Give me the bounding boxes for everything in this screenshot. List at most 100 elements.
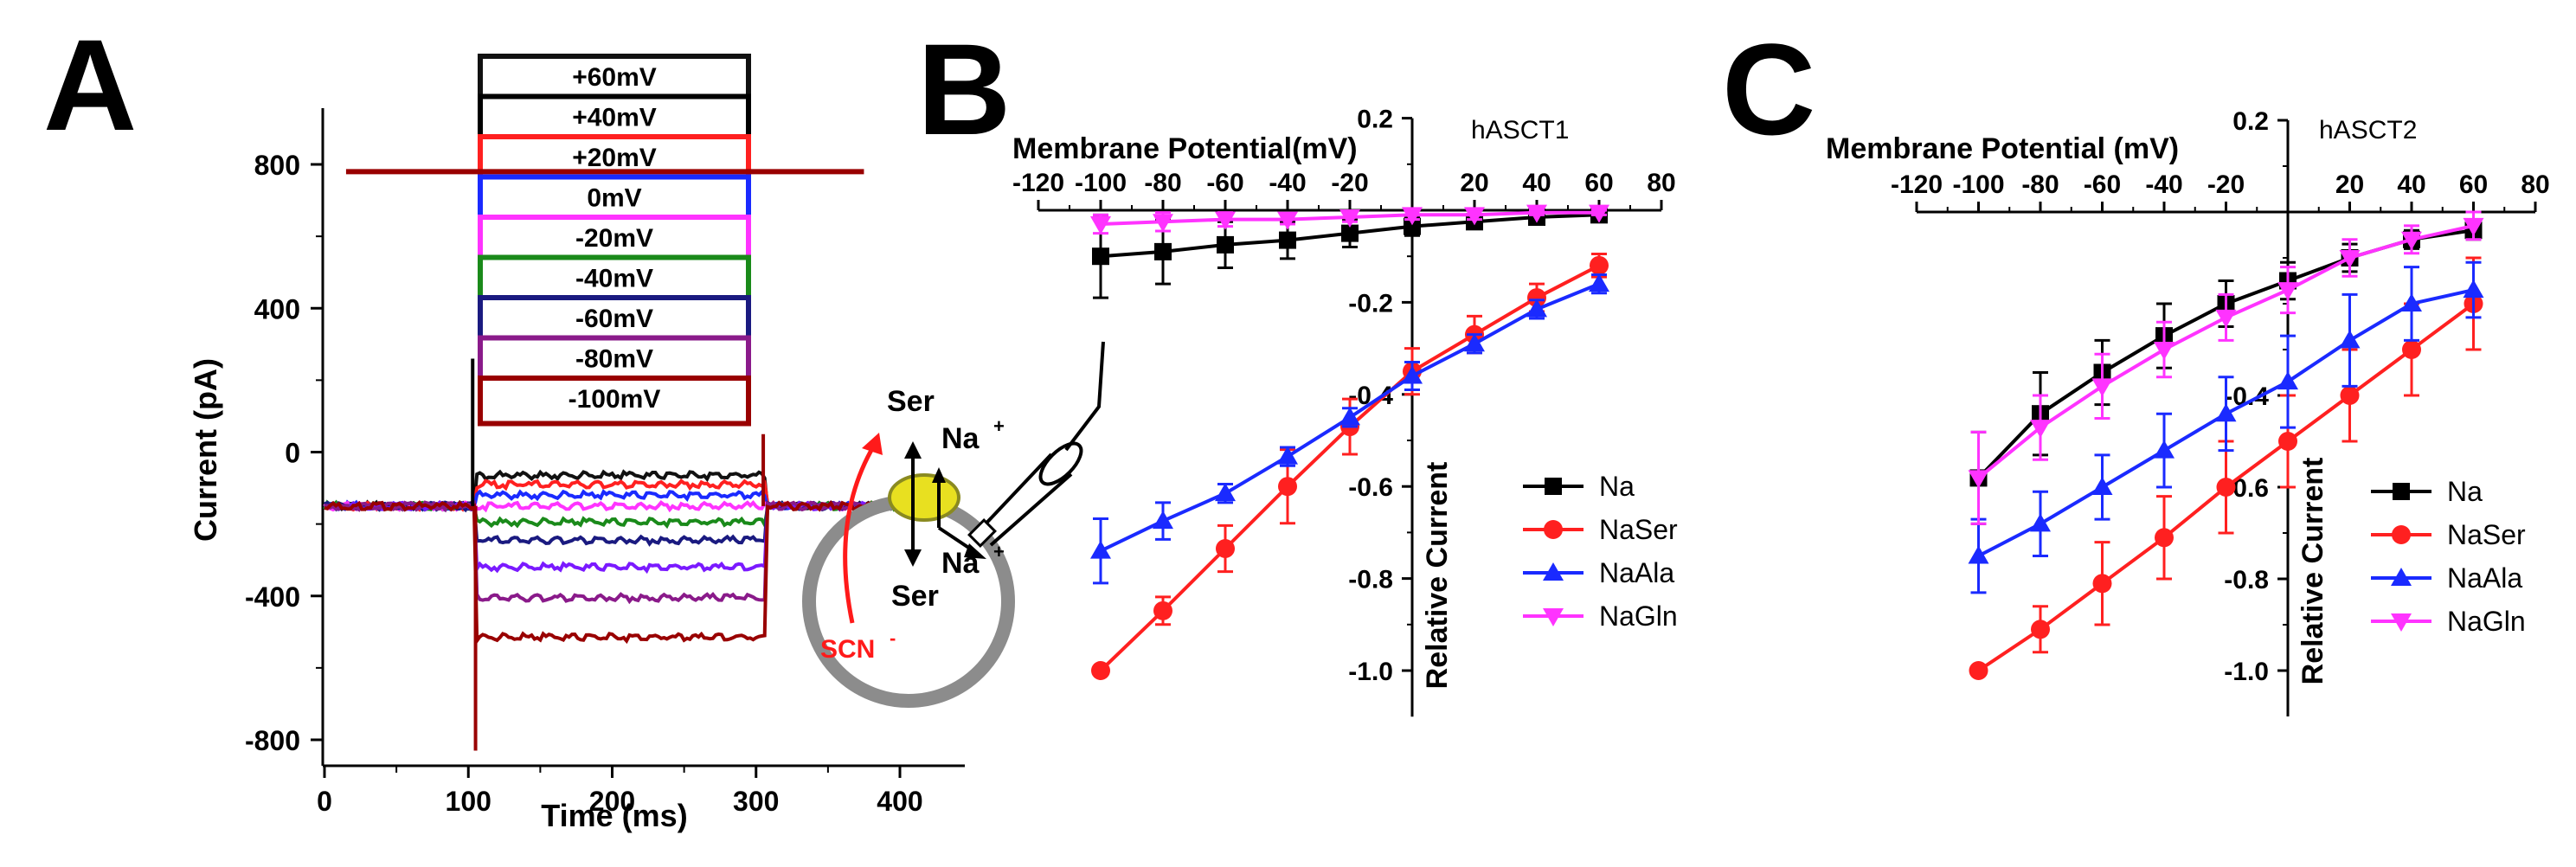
ser-label-top: Ser [887,385,935,418]
data-point [1526,204,1547,223]
x-tick-label-c: -80 [2021,170,2059,199]
x-tick-label-b: -60 [1206,169,1243,197]
y-tick-label-b: -1.0 [1348,658,1393,686]
legend-label: Na [1599,471,1635,502]
protocol-label: -100mV [569,385,661,414]
x-tick-label-c: 40 [2397,170,2425,199]
scn-minus: - [890,627,896,649]
panel-b: B-120 -100 -80 -60 -40 -20 20 40 60 800.2-0.2-0.4… [917,16,1678,717]
data-point [1464,333,1485,352]
y-tick-label-b: 0.2 [1357,106,1393,134]
transporter [888,473,960,522]
legend-label: NaGln [1599,600,1678,632]
data-point [2215,403,2237,422]
pipette-end [1038,441,1083,486]
data-point [1216,539,1235,559]
x-tick-label-a: 200 [589,786,635,817]
na-label-bottom: Na [941,547,980,580]
y-tick-label-b: -0.8 [1348,566,1393,594]
y-tick-label-c: -0.8 [2224,566,2269,594]
na-label-top: Na [941,422,980,455]
y-tick-label-b: -0.6 [1348,473,1393,502]
data-point [1341,224,1359,242]
x-axis-title-a: Time (ms) [541,798,687,833]
legend-label: Na [2447,476,2483,507]
x-tick-label-b: 60 [1584,169,1613,197]
data-point [1969,661,1988,680]
data-point [1968,545,1989,564]
data-point [2401,231,2422,250]
data-point [1277,211,1298,230]
y-axis-title-b: Relative Current [1421,462,1454,690]
pipette-body [976,453,1073,547]
x-tick-label-b: 80 [1647,169,1675,197]
y-tick-label-c: 0.2 [2232,107,2269,136]
x-tick-label-a: 100 [446,786,491,817]
arrow-head [932,467,946,483]
x-tick-label-c: -60 [2084,170,2121,199]
x-tick-label-c: -100 [1952,170,2004,199]
x-tick-label-b: -100 [1075,169,1127,197]
x-axis-title-c: Membrane Potential (mV) [1826,132,2179,165]
data-point [1589,273,1609,292]
data-point [1090,540,1111,559]
x-tick-label-c: 80 [2521,170,2549,199]
panel-label-a: A [43,12,137,157]
scn-arrow [843,444,877,624]
data-point [1404,217,1421,235]
scn-label: SCN [820,635,875,664]
y-tick-label-b: -0.2 [1348,289,1393,318]
ser-label-bottom: Ser [891,580,939,613]
pipette-wire [1064,341,1105,452]
x-tick-label-c: 60 [2459,170,2488,199]
data-point [1091,661,1110,680]
data-point [2091,378,2113,397]
current-trace [324,499,901,646]
legend-label: NaGln [2447,606,2526,637]
y-axis-title-c: Relative Current [2297,458,2329,685]
data-point [2391,613,2412,632]
data-point [2030,420,2051,439]
data-point [2154,342,2175,360]
x-tick-label-c: -40 [2145,170,2182,199]
arrow-head [904,441,922,459]
data-point [1153,214,1173,233]
series-line [1099,264,1600,672]
data-point [2155,528,2174,548]
data-point [1215,483,1236,502]
data-point [1277,446,1298,465]
protocol-box [478,376,751,427]
data-point [2463,279,2484,299]
x-tick-label-b: -40 [1269,169,1306,197]
data-point [1279,231,1296,249]
x-tick-label-b: -20 [1331,169,1368,197]
x-tick-label-a: 0 [317,786,332,817]
pipette-tip [967,518,997,548]
data-point [1543,608,1564,626]
data-point [1543,562,1564,581]
protocol-label: -60mV [575,305,653,333]
data-point [2215,309,2237,328]
data-point [1589,204,1609,223]
data-point [2092,574,2112,594]
data-point [1153,511,1173,530]
data-point [2277,371,2298,390]
protocol-label: +60mV [572,63,657,92]
x-tick-label-b: -80 [1144,169,1181,197]
arrow-head [862,433,883,455]
legend-label: NaSer [1599,514,1678,545]
data-point [2154,440,2175,459]
current-trace [324,499,902,605]
y-tick-label-a: -800 [245,725,300,756]
data-point [1153,600,1172,620]
x-tick-label-b: -120 [1012,169,1064,197]
data-point [2401,293,2422,311]
data-point [1968,470,1989,489]
arrow-head [904,549,922,567]
x-tick-label-c: -20 [2207,170,2245,199]
data-point [2402,340,2421,359]
protocol-label: +20mV [572,144,657,172]
data-point [1339,209,1360,228]
